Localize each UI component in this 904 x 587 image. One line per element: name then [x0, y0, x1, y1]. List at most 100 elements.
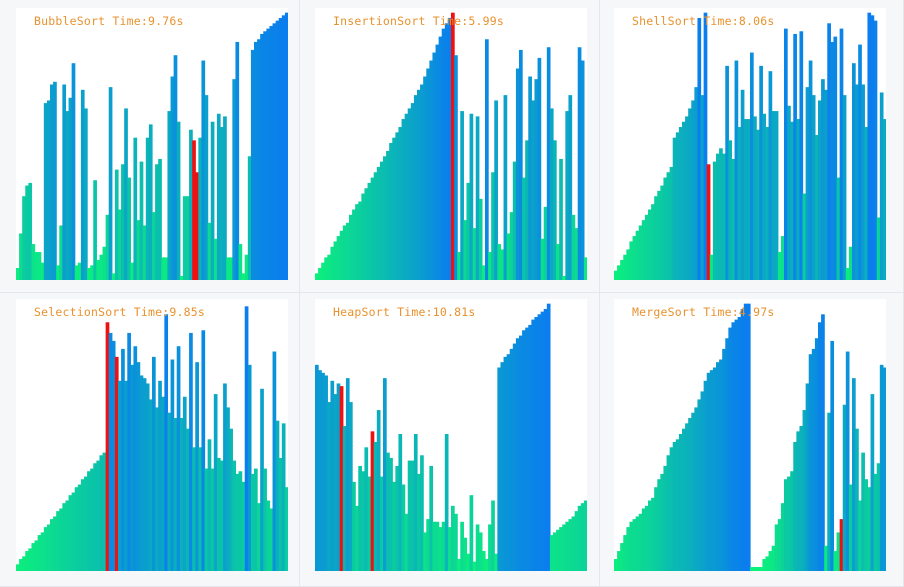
- bar: [753, 567, 757, 571]
- bar: [404, 113, 409, 280]
- bar: [62, 84, 67, 280]
- bar: [712, 367, 717, 571]
- bar: [133, 137, 138, 280]
- bar: [342, 426, 347, 571]
- bar: [784, 479, 788, 571]
- bar: [728, 140, 733, 280]
- bar: [136, 220, 141, 280]
- bar: [571, 516, 576, 571]
- panel-bubble-sort: BubbleSort Time:9.76s: [0, 0, 300, 293]
- bar: [241, 273, 246, 280]
- bar: [833, 551, 838, 571]
- bar: [345, 378, 350, 571]
- bar: [472, 228, 477, 280]
- bar: [790, 471, 794, 571]
- bar: [451, 505, 455, 571]
- bar: [719, 359, 723, 571]
- bar: [238, 471, 243, 571]
- bar: [855, 84, 859, 280]
- bar: [410, 103, 415, 280]
- bar: [226, 257, 230, 280]
- bar: [102, 452, 107, 571]
- bar: [644, 214, 649, 280]
- bar: [426, 519, 430, 571]
- bar: [324, 257, 328, 280]
- bar-chart: [614, 12, 886, 280]
- bar: [830, 340, 835, 571]
- bar: [780, 236, 785, 280]
- bar: [725, 338, 729, 571]
- bar: [568, 519, 573, 571]
- panel-title: SelectionSort Time:9.85s: [34, 305, 205, 319]
- bar: [488, 524, 492, 571]
- bar: [506, 354, 511, 571]
- bar: [62, 503, 67, 571]
- bar: [638, 513, 643, 571]
- bar: [254, 468, 258, 571]
- bar: [161, 396, 165, 571]
- bar: [192, 447, 196, 571]
- bar: [53, 81, 57, 280]
- bar: [74, 487, 79, 571]
- bar: [648, 500, 652, 571]
- bar: [629, 521, 634, 571]
- bar: [330, 380, 335, 571]
- bar: [475, 524, 480, 571]
- bar: [500, 362, 505, 571]
- bar: [478, 198, 483, 280]
- bar: [87, 268, 91, 280]
- bar: [438, 36, 443, 280]
- bar: [762, 113, 767, 280]
- bar: [577, 47, 582, 280]
- bar: [84, 476, 88, 571]
- bar: [753, 116, 757, 280]
- bar: [173, 418, 178, 571]
- bar: [223, 116, 227, 280]
- bar: [176, 121, 181, 280]
- bar: [213, 238, 218, 280]
- bar: [84, 108, 88, 280]
- bar: [703, 380, 708, 571]
- bar: [133, 346, 138, 571]
- bar: [118, 209, 122, 280]
- bar: [700, 391, 705, 571]
- bar: [805, 383, 810, 571]
- bar: [80, 89, 85, 280]
- bar: [549, 108, 554, 280]
- bar: [71, 63, 76, 280]
- bar: [121, 348, 125, 571]
- bar: [232, 79, 237, 280]
- bar: [793, 441, 797, 571]
- bar: [814, 135, 819, 280]
- bar: [364, 447, 369, 571]
- bar: [697, 399, 702, 571]
- bar: [515, 68, 520, 280]
- bar: [170, 359, 175, 571]
- bar: [429, 465, 434, 571]
- bar: [229, 257, 233, 280]
- bar: [463, 220, 468, 280]
- bar: [574, 511, 579, 571]
- bar: [102, 246, 107, 280]
- bar: [796, 431, 801, 571]
- bar: [556, 529, 560, 571]
- bar: [709, 254, 714, 280]
- bar: [750, 567, 754, 571]
- bar: [155, 407, 159, 571]
- bar: [401, 119, 406, 280]
- bar: [454, 513, 458, 571]
- bar: [34, 540, 39, 571]
- bar: [543, 308, 548, 571]
- bar: [537, 57, 542, 280]
- bar: [71, 492, 76, 571]
- bar: [481, 551, 486, 571]
- bar: [746, 303, 751, 571]
- bar: [672, 137, 677, 280]
- bar: [688, 418, 692, 571]
- bar: [774, 524, 779, 571]
- bar: [617, 265, 621, 280]
- bar: [345, 222, 350, 280]
- bar: [99, 254, 104, 280]
- bar: [238, 244, 243, 280]
- bar: [108, 87, 113, 280]
